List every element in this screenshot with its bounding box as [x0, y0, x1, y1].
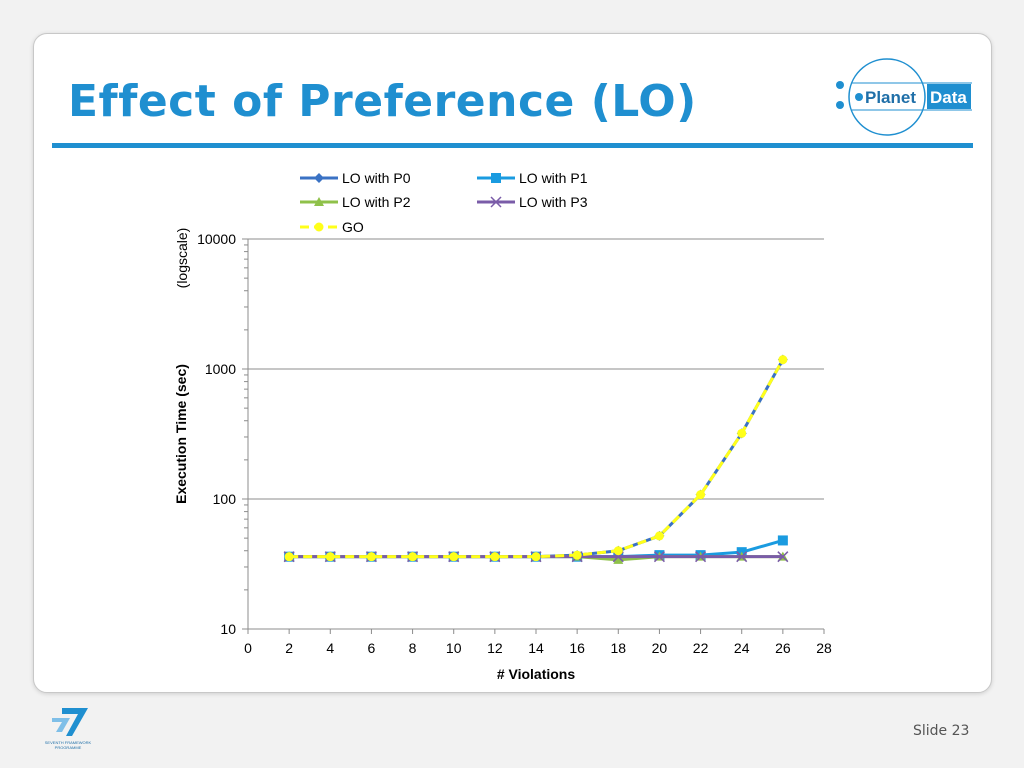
- legend-label-lo-with-p2: LO with P2: [342, 194, 411, 210]
- svg-text:Data: Data: [930, 88, 967, 107]
- x-tick-label: 6: [368, 640, 376, 656]
- fp7-logo: SEVENTH FRAMEWORK PROGRAMME: [45, 708, 92, 750]
- x-tick-label: 12: [487, 640, 503, 656]
- point-go: [654, 531, 664, 541]
- y-tick-label: 10000: [197, 231, 236, 247]
- y-axis-title: Execution Time (sec): [173, 364, 189, 504]
- y-tick-label: 100: [213, 491, 237, 507]
- point-go: [696, 490, 706, 500]
- point-go: [449, 552, 459, 562]
- y-tick-label: 1000: [205, 361, 236, 377]
- y-tick-label: 10: [220, 621, 236, 637]
- x-tick-label: 18: [610, 640, 626, 656]
- svg-text:PROGRAMME: PROGRAMME: [55, 745, 82, 750]
- slide-number: Slide 23: [913, 723, 970, 739]
- planet-data-logo: Planet Data: [836, 58, 972, 136]
- legend-label-lo-with-p0: LO with P0: [342, 170, 411, 186]
- x-tick-label: 16: [569, 640, 585, 656]
- point-lo-with-p3: [695, 551, 707, 563]
- series-line-lo-with-p0: [289, 358, 785, 559]
- marker-stroke: [736, 551, 748, 563]
- point-go: [325, 552, 335, 562]
- marker-stroke: [490, 196, 502, 208]
- legend-label-lo-with-p3: LO with P3: [519, 194, 588, 210]
- legend-marker-lo-with-p2: [314, 197, 324, 206]
- legend-marker-lo-with-p3: [490, 196, 502, 208]
- x-tick-label: 0: [244, 640, 252, 656]
- legend-label-lo-with-p1: LO with P1: [519, 170, 588, 186]
- x-tick-label: 2: [285, 640, 293, 656]
- point-go: [572, 550, 582, 560]
- x-axis-title: # Violations: [497, 666, 576, 682]
- legend-marker-lo-with-p0: [314, 173, 324, 183]
- x-tick-label: 20: [652, 640, 668, 656]
- legend-label-go: GO: [342, 219, 364, 235]
- svg-text:SEVENTH FRAMEWORK: SEVENTH FRAMEWORK: [45, 740, 92, 745]
- x-tick-label: 14: [528, 640, 544, 656]
- point-go: [778, 355, 788, 365]
- marker-stroke: [653, 551, 665, 563]
- slide-title: Effect of Preference (LO): [68, 76, 697, 127]
- point-go: [366, 552, 376, 562]
- y-axis-scale-note: (logscale): [174, 228, 190, 289]
- x-tick-label: 22: [693, 640, 709, 656]
- point-lo-with-p3: [736, 551, 748, 563]
- x-tick-label: 8: [409, 640, 417, 656]
- point-go: [613, 546, 623, 556]
- series-line-go: [289, 358, 785, 559]
- marker-stroke: [695, 551, 707, 563]
- point-lo-with-p2: [613, 554, 624, 564]
- title-underline: [52, 143, 973, 148]
- legend-marker-lo-with-p1: [491, 173, 501, 183]
- legend-marker-go: [314, 222, 324, 232]
- point-lo-with-p3: [777, 551, 789, 563]
- marker-stroke: [777, 551, 789, 563]
- x-tick-label: 28: [816, 640, 832, 656]
- point-lo-with-p3: [653, 551, 665, 563]
- point-go: [490, 552, 500, 562]
- point-go: [737, 428, 747, 438]
- point-go: [531, 552, 541, 562]
- x-tick-label: 10: [446, 640, 462, 656]
- x-tick-label: 24: [734, 640, 750, 656]
- svg-text:Planet: Planet: [865, 88, 916, 107]
- x-tick-label: 26: [775, 640, 791, 656]
- x-tick-label: 4: [326, 640, 334, 656]
- point-lo-with-p1: [777, 535, 788, 546]
- point-go: [284, 552, 294, 562]
- point-go: [408, 552, 418, 562]
